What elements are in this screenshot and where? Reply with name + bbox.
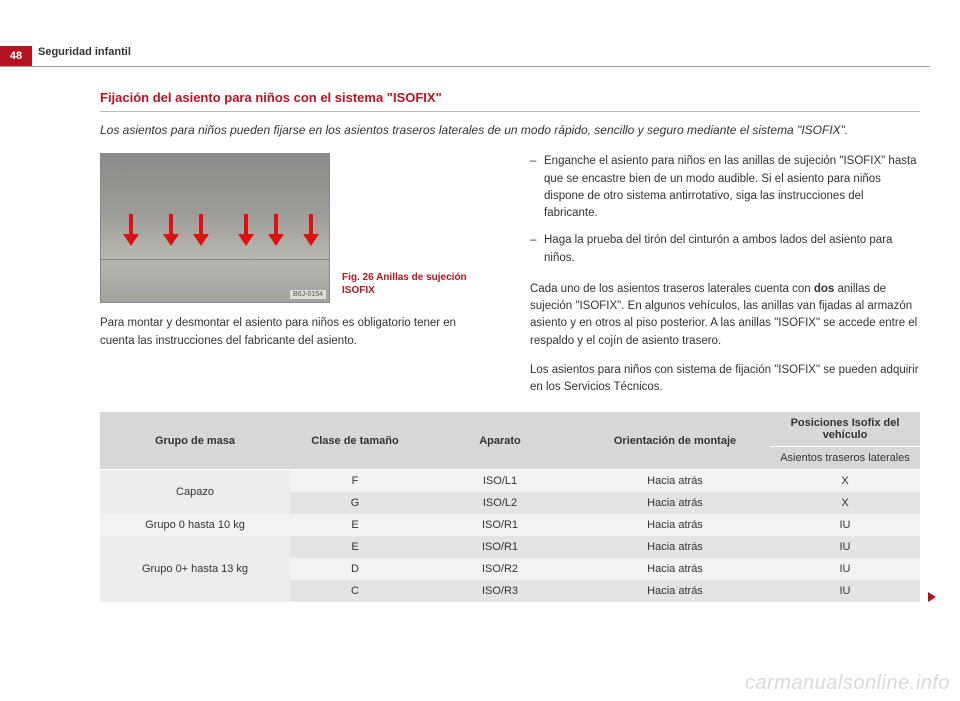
table-row: Grupo 0+ hasta 13 kgEISO/R1Hacia atrásIU: [100, 536, 920, 558]
cell-size: C: [290, 580, 420, 602]
header-rule: [0, 66, 930, 67]
table-body: CapazoFISO/L1Hacia atrásXGISO/L2Hacia at…: [100, 470, 920, 603]
cell-orient: Hacia atrás: [580, 558, 770, 580]
body-paragraph: Los asientos para niños con sistema de f…: [530, 362, 920, 397]
down-arrow-icon: [238, 214, 254, 250]
cell-pos: IU: [770, 536, 920, 558]
col-subheader: Asientos traseros laterales: [770, 447, 920, 470]
cell-group: Grupo 0 hasta 10 kg: [100, 514, 290, 536]
list-item: Haga la prueba del tirón del cinturón a …: [530, 232, 920, 267]
continue-icon: [928, 592, 936, 602]
cell-app: ISO/L2: [420, 492, 580, 514]
down-arrow-icon: [163, 214, 179, 250]
cell-orient: Hacia atrás: [580, 514, 770, 536]
cell-group: Grupo 0+ hasta 13 kg: [100, 536, 290, 602]
spec-table-wrap: Grupo de masa Clase de tamaño Aparato Or…: [100, 412, 920, 602]
down-arrow-icon: [303, 214, 319, 250]
running-header: Seguridad infantil: [38, 46, 131, 58]
heading-rule: [100, 111, 920, 112]
down-arrow-icon: [123, 214, 139, 250]
table-row: Grupo 0 hasta 10 kgEISO/R1Hacia atrásIU: [100, 514, 920, 536]
figure-image: B6J-0154: [100, 153, 330, 303]
down-arrow-icon: [268, 214, 284, 250]
instruction-list: Enganche el asiento para niños en las an…: [530, 153, 920, 267]
cell-orient: Hacia atrás: [580, 580, 770, 602]
bold-run: dos: [814, 283, 834, 295]
two-column-region: B6J-0154 Fig. 26 Anillas de sujeción ISO…: [100, 153, 920, 396]
figure-block: B6J-0154 Fig. 26 Anillas de sujeción ISO…: [100, 153, 490, 303]
cell-app: ISO/R3: [420, 580, 580, 602]
cell-pos: IU: [770, 558, 920, 580]
col-header: Orientación de montaje: [580, 412, 770, 470]
left-column: B6J-0154 Fig. 26 Anillas de sujeción ISO…: [100, 153, 490, 396]
cell-pos: X: [770, 492, 920, 514]
left-paragraph: Para montar y desmontar el asiento para …: [100, 315, 490, 350]
text-run: Los asientos para niños con sistema de f…: [530, 364, 919, 393]
page-content: Fijación del asiento para niños con el s…: [100, 90, 920, 602]
heading: Fijación del asiento para niños con el s…: [100, 90, 920, 105]
page-number: 48: [10, 50, 22, 62]
col-header: Aparato: [420, 412, 580, 470]
cell-orient: Hacia atrás: [580, 492, 770, 514]
watermark: carmanualsonline.info: [745, 672, 950, 695]
cell-size: E: [290, 514, 420, 536]
cell-size: D: [290, 558, 420, 580]
cell-orient: Hacia atrás: [580, 536, 770, 558]
cell-app: ISO/L1: [420, 470, 580, 493]
page-number-tab: 48: [0, 46, 32, 66]
text-run: Cada uno de los asientos traseros latera…: [530, 283, 814, 295]
table-header-row: Grupo de masa Clase de tamaño Aparato Or…: [100, 412, 920, 447]
cell-orient: Hacia atrás: [580, 470, 770, 493]
cell-group: Capazo: [100, 470, 290, 515]
col-header: Clase de tamaño: [290, 412, 420, 470]
cell-pos: IU: [770, 514, 920, 536]
spec-table: Grupo de masa Clase de tamaño Aparato Or…: [100, 412, 920, 602]
down-arrow-icon: [193, 214, 209, 250]
lead-paragraph: Los asientos para niños pueden fijarse e…: [100, 122, 920, 139]
col-header: Grupo de masa: [100, 412, 290, 470]
right-column: Enganche el asiento para niños en las an…: [530, 153, 920, 396]
figure-code: B6J-0154: [290, 290, 326, 299]
col-header: Posiciones Isofix del vehículo: [770, 412, 920, 447]
seat-divider-line: [101, 259, 329, 260]
list-item: Enganche el asiento para niños en las an…: [530, 153, 920, 222]
body-paragraph: Cada uno de los asientos traseros latera…: [530, 281, 920, 350]
table-row: CapazoFISO/L1Hacia atrásX: [100, 470, 920, 493]
figure-caption: Fig. 26 Anillas de sujeción ISOFIX: [342, 271, 472, 303]
cell-size: G: [290, 492, 420, 514]
cell-size: F: [290, 470, 420, 493]
cell-app: ISO/R2: [420, 558, 580, 580]
cell-app: ISO/R1: [420, 514, 580, 536]
cell-pos: X: [770, 470, 920, 493]
cell-size: E: [290, 536, 420, 558]
cell-pos: IU: [770, 580, 920, 602]
cell-app: ISO/R1: [420, 536, 580, 558]
